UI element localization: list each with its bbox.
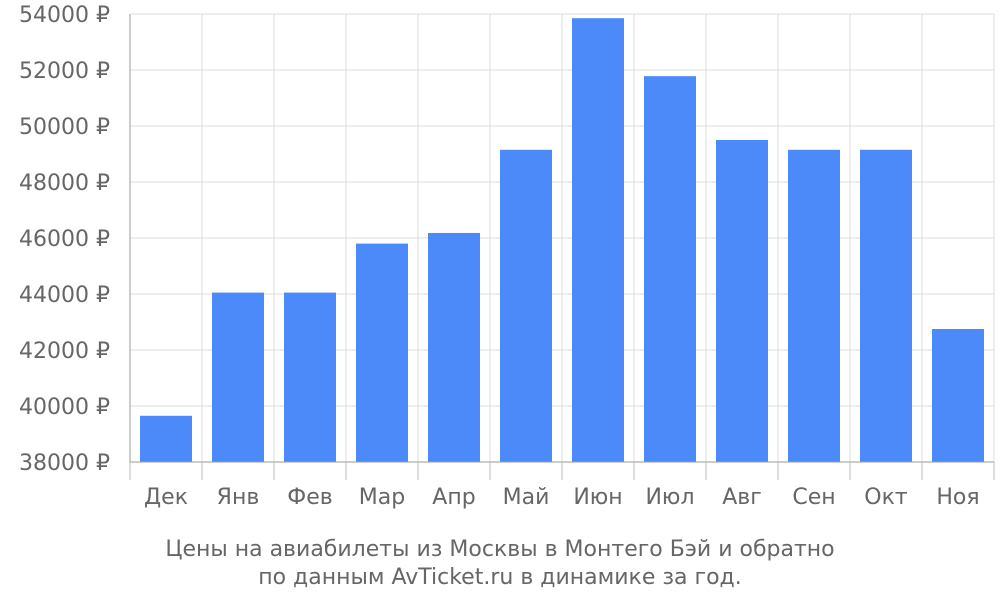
x-tick-label: Июл: [645, 485, 694, 510]
bar-4: [356, 243, 408, 462]
y-tick-label: 52000 ₽: [19, 59, 110, 84]
x-tick-label: Апр: [432, 485, 475, 510]
x-tick-label: Май: [503, 485, 550, 510]
bar-2: [212, 292, 264, 462]
caption-line-1: Цены на авиабилеты из Москвы в Монтего Б…: [165, 537, 834, 562]
x-tick-label: Июн: [573, 485, 622, 510]
y-axis-tick-labels: 38000 ₽ 40000 ₽ 42000 ₽ 44000 ₽ 46000 ₽ 48000…: [19, 3, 110, 476]
bar-6: [500, 149, 552, 463]
bar-12: [932, 329, 984, 462]
bar-8: [644, 76, 696, 462]
bars: [140, 18, 984, 463]
grid-lines: [130, 13, 995, 463]
caption-line-2: по данным AvTicket.ru в динамике за год.: [258, 565, 742, 590]
y-tick-label: 54000 ₽: [19, 3, 110, 28]
bar-5: [428, 232, 480, 462]
x-tick-label: Сен: [792, 485, 835, 510]
y-tick-label: 40000 ₽: [19, 395, 110, 420]
x-tick-label: Дек: [144, 485, 188, 510]
bar-1: [140, 415, 192, 462]
bar-10: [788, 149, 840, 463]
y-tick-label: 50000 ₽: [19, 115, 110, 140]
bar-3: [284, 292, 336, 462]
x-tick-label: Янв: [217, 485, 260, 510]
y-tick-label: 44000 ₽: [19, 283, 110, 308]
y-tick-label: 48000 ₽: [19, 171, 110, 196]
bar-9: [716, 140, 768, 462]
x-tick-label: Авг: [722, 485, 762, 510]
x-tick-label: Окт: [864, 485, 908, 510]
y-tick-label: 46000 ₽: [19, 227, 110, 252]
x-tick-label: Фев: [287, 485, 332, 510]
x-tick-label: Ноя: [936, 485, 979, 510]
x-axis-tick-labels: Дек Янв Фев Мар Апр Май Июн Июл Авг Сен Окт Ноя: [144, 485, 980, 510]
y-tick-label: 42000 ₽: [19, 339, 110, 364]
bar-11: [860, 149, 912, 463]
y-tick-label: 38000 ₽: [19, 451, 110, 476]
axes: [129, 14, 995, 480]
bar-7: [572, 18, 624, 462]
x-tick-label: Мар: [359, 485, 405, 510]
